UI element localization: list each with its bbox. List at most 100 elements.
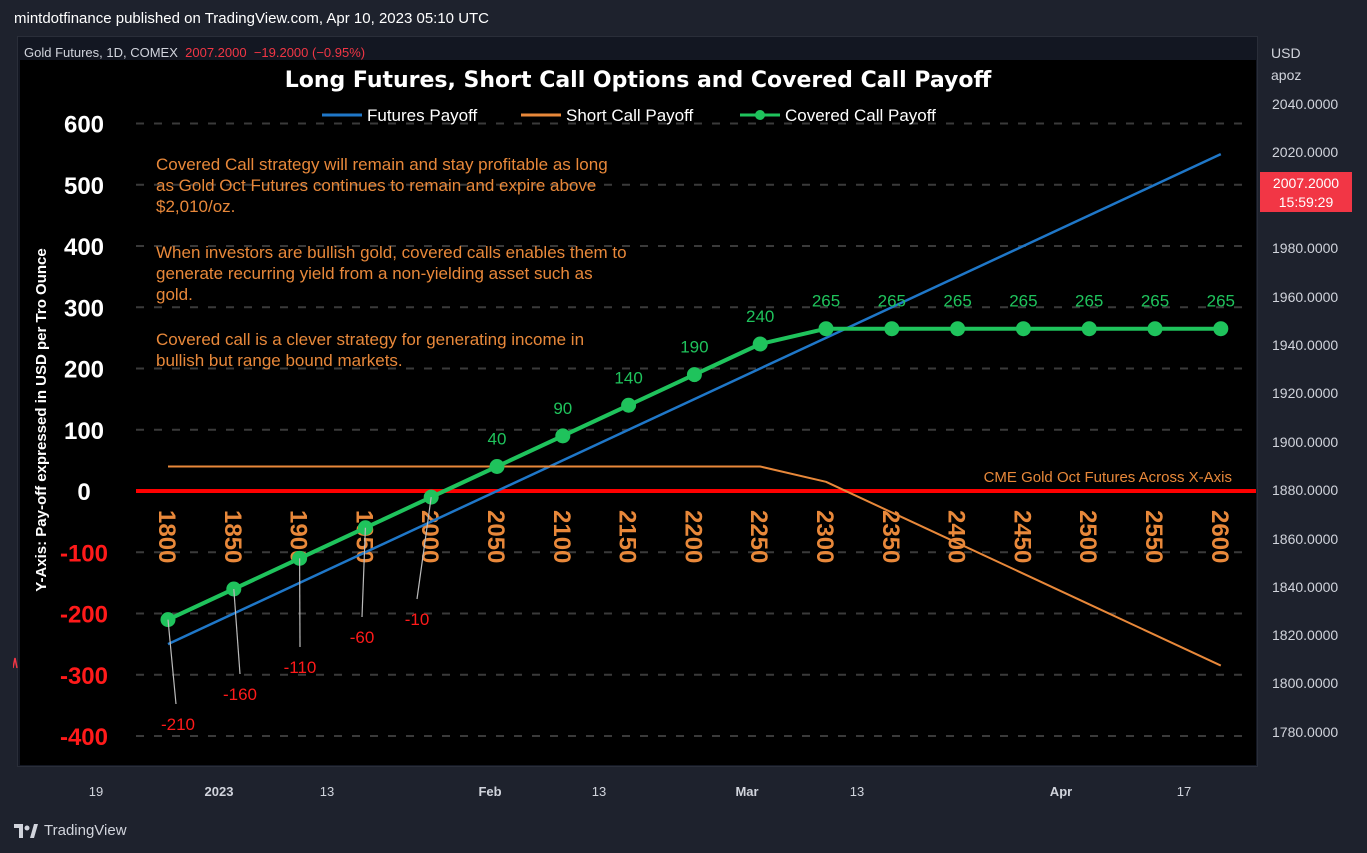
covered-call-point (489, 459, 505, 474)
covered-call-point (884, 321, 900, 337)
covered-call-point (686, 367, 702, 383)
x-tick-label: 2300 (811, 510, 838, 563)
price-tick: 1940.0000 (1272, 337, 1339, 353)
label-leader-line (361, 527, 366, 618)
x-tick-label: 2600 (1206, 510, 1233, 563)
price-tick: 1840.0000 (1272, 579, 1339, 595)
covered-call-label: -60 (350, 628, 375, 647)
y-tick-label: 300 (64, 295, 104, 322)
tradingview-logo[interactable]: TradingView (14, 822, 127, 839)
covered-call-point (950, 321, 966, 337)
legend-label: Covered Call Payoff (785, 106, 936, 125)
y-tick-label: -200 (60, 602, 108, 629)
badge-countdown: 15:59:29 (1278, 194, 1334, 210)
x-tick-label: 2200 (679, 510, 706, 563)
covered-call-point (621, 397, 637, 413)
price-tick: 1980.0000 (1272, 240, 1339, 256)
annotation-paragraph: Covered call is a clever strategy for ge… (156, 330, 584, 370)
covered-call-label: 265 (1075, 292, 1103, 311)
price-tick: 1960.0000 (1272, 289, 1339, 305)
covered-call-label: -110 (284, 658, 317, 677)
legend-label: Short Call Payoff (566, 106, 694, 125)
y-tick-label: 400 (64, 234, 104, 261)
price-tick: 1880.0000 (1272, 482, 1339, 498)
plot-background (20, 60, 1256, 765)
publisher-caption: mintdotfinance published on TradingView.… (14, 10, 490, 27)
covered-call-point (1213, 321, 1229, 337)
covered-call-label: -10 (405, 610, 430, 629)
y-tick-label: -100 (60, 540, 108, 567)
symbol-price: 2007.2000 (185, 45, 247, 60)
y-tick-label: 100 (64, 418, 104, 445)
price-tick: 1800.0000 (1272, 675, 1339, 691)
covered-call-label: -210 (161, 715, 195, 734)
y-tick-label: 200 (64, 357, 104, 384)
x-tick-label: 1850 (219, 510, 246, 563)
x-tick-label: 1800 (153, 510, 180, 563)
covered-call-point (818, 321, 834, 337)
time-tick: 13 (591, 784, 607, 799)
short-call-payoff-line (168, 465, 1222, 667)
x-axis-caption: CME Gold Oct Futures Across X-Axis (984, 469, 1232, 486)
axis-currency[interactable]: USD apoz (1271, 42, 1301, 86)
annotation-paragraph: When investors are bullish gold, covered… (156, 243, 627, 304)
y-tick-label: 500 (64, 173, 104, 200)
y-tick-label: -300 (60, 663, 108, 690)
covered-call-label: 265 (943, 292, 971, 311)
legend-label: Futures Payoff (367, 106, 478, 125)
covered-call-label: 90 (553, 399, 572, 418)
covered-call-label: 190 (680, 338, 708, 357)
time-tick: 13 (849, 784, 865, 799)
covered-call-point (752, 336, 768, 352)
time-tick: 13 (319, 784, 335, 799)
x-tick-label: 2450 (1008, 510, 1035, 563)
last-price-badge: 2007.2000 15:59:29 (1260, 172, 1352, 212)
tradingview-brand: TradingView (44, 822, 127, 839)
covered-call-point (1147, 321, 1163, 337)
x-tick-label: 2150 (614, 510, 641, 563)
time-tick: 19 (88, 784, 104, 799)
y-tick-label: 0 (77, 479, 90, 506)
futures-payoff-line (167, 152, 1222, 646)
y-tick-label: 600 (64, 112, 104, 139)
x-tick-label: 2250 (745, 510, 772, 563)
x-tick-label: 2400 (943, 510, 970, 563)
y-axis-label: Y-Axis: Pay-off expressed in USD per Tro… (33, 248, 50, 591)
chart-title: Long Futures, Short Call Options and Cov… (285, 68, 993, 93)
price-tick: 2020.0000 (1272, 144, 1339, 160)
price-tick: 1860.0000 (1272, 531, 1339, 547)
price-tick: 2040.0000 (1272, 96, 1339, 112)
time-tick: 17 (1176, 784, 1192, 799)
time-tick: Mar (735, 784, 759, 799)
price-tick: 1920.0000 (1272, 385, 1339, 401)
x-tick-label: 2500 (1074, 510, 1101, 563)
covered-call-label: 265 (812, 292, 840, 311)
price-tick: 1780.0000 (1272, 724, 1339, 740)
badge-price: 2007.2000 (1272, 175, 1340, 191)
tradingview-icon (14, 823, 38, 838)
x-tick-label: 2100 (548, 510, 575, 563)
price-tick: 1900.0000 (1272, 434, 1339, 450)
covered-call-point (1081, 321, 1097, 337)
covered-call-label: 140 (614, 368, 642, 387)
covered-call-label: 240 (746, 307, 774, 326)
label-leader-line (167, 619, 177, 705)
covered-call-point (555, 428, 571, 444)
x-tick-label: 2350 (877, 510, 904, 563)
x-tick-label: 2050 (482, 510, 509, 563)
series-edge-mark (13, 657, 18, 669)
price-axis[interactable] (1258, 36, 1367, 767)
symbol-legend[interactable]: Gold Futures, 1D, COMEX 2007.2000 −19.20… (24, 45, 365, 60)
covered-call-label: 265 (878, 292, 906, 311)
time-tick: Feb (478, 784, 502, 799)
symbol-name: Gold Futures, 1D, COMEX (24, 45, 178, 60)
y-tick-label: -400 (60, 724, 108, 751)
symbol-change: −19.2000 (−0.95%) (253, 45, 366, 60)
covered-call-point (1015, 321, 1031, 337)
covered-call-label: 265 (1141, 292, 1169, 311)
unit-label: apoz (1271, 67, 1302, 83)
covered-call-label: -160 (223, 685, 257, 704)
covered-call-label: 40 (488, 430, 507, 449)
annotation-paragraph: Covered Call strategy will remain and st… (156, 155, 608, 216)
